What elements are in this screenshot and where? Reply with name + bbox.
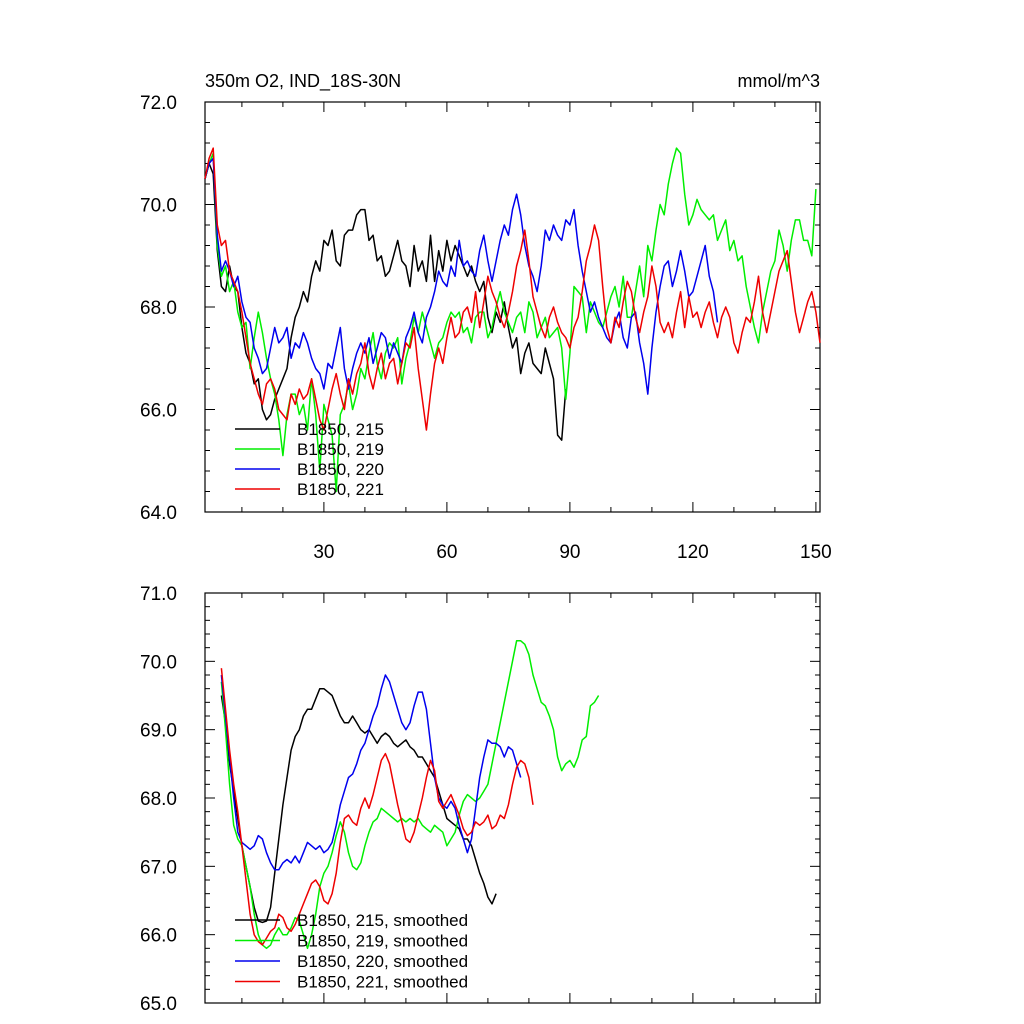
- x-tick-label: 150: [800, 542, 832, 563]
- series-line-4: [220, 668, 534, 946]
- legend-label: B1850, 219: [297, 440, 384, 459]
- series-line-4: [204, 147, 821, 431]
- y-tick-label: 66.0: [140, 401, 177, 422]
- series-line-1: [220, 687, 497, 924]
- y-tick-label: 68.0: [140, 298, 177, 319]
- y-tick-label: 64.0: [140, 503, 177, 524]
- series-line-3: [220, 674, 522, 871]
- panel-2: 65.0 66.0 67.0 68.0 69.0 70.0 71.0 B1850, 215, …: [140, 584, 821, 1015]
- chart-title: 350m O2, IND_18S-30N: [205, 71, 401, 92]
- x-tick-label: 120: [677, 542, 709, 563]
- units-label: mmol/m^3: [738, 71, 820, 91]
- series-line-1: [204, 162, 567, 441]
- y-tick-label: 71.0: [140, 584, 177, 605]
- y-tick-label: 70.0: [140, 652, 177, 673]
- y-tick-label: 70.0: [140, 196, 177, 217]
- y-tick-label: 68.0: [140, 789, 177, 810]
- legend-label: B1850, 221, smoothed: [297, 973, 468, 992]
- y-tick-label: 65.0: [140, 994, 177, 1015]
- series-line-2: [220, 640, 600, 950]
- legend-label: B1850, 221: [297, 480, 384, 499]
- series-line-3: [204, 157, 719, 395]
- x-tick-label: 90: [559, 542, 580, 563]
- x-tick-label: 60: [436, 542, 457, 563]
- x-tick-label: 30: [313, 542, 334, 563]
- legend-label: B1850, 215: [297, 420, 384, 439]
- legend-label: B1850, 220, smoothed: [297, 952, 468, 971]
- y-tick-label: 67.0: [140, 857, 177, 878]
- series-line-2: [204, 147, 817, 493]
- y-tick-label: 72.0: [140, 93, 177, 114]
- panel-1: 64.0 66.0 68.0 70.0 72.0 30 60 90 120 150 350m O2,…: [140, 71, 832, 563]
- y-tick-label: 69.0: [140, 721, 177, 742]
- legend-label: B1850, 215, smoothed: [297, 911, 468, 930]
- legend-label: B1850, 219, smoothed: [297, 932, 468, 951]
- y-tick-label: 66.0: [140, 926, 177, 947]
- legend-label: B1850, 220: [297, 460, 384, 479]
